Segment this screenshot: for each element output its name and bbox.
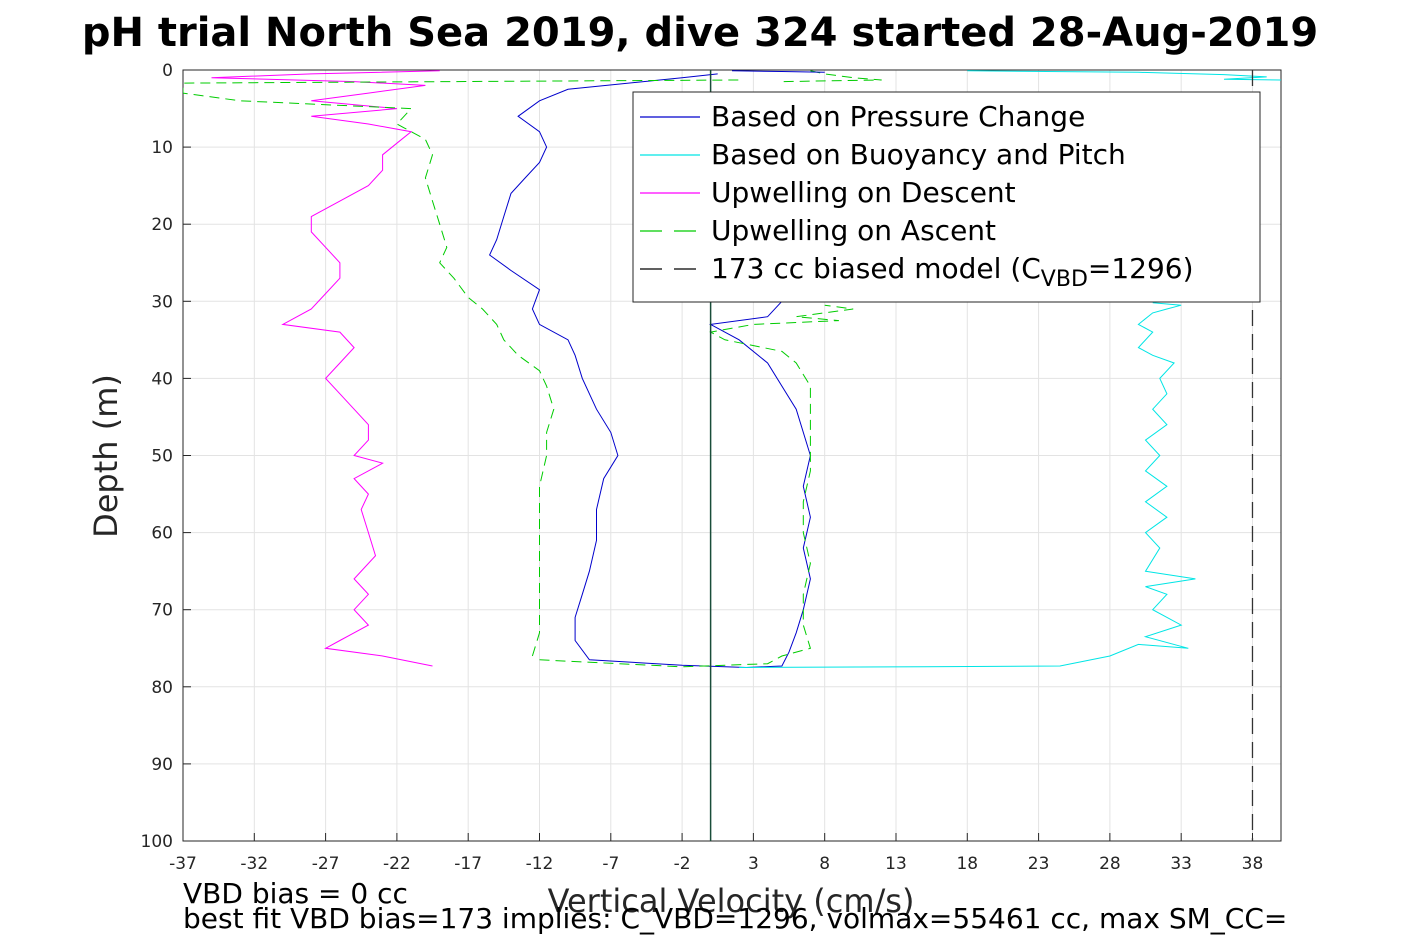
- series-line-based-on-buoyancy-and-pitch: [967, 70, 1281, 81]
- x-tick-label: 33: [1170, 854, 1192, 874]
- series-line-based-on-pressure-change: [731, 70, 825, 73]
- x-tick-label: 8: [819, 854, 830, 874]
- legend-box: [632, 91, 1261, 303]
- y-tick-label: 0: [162, 61, 173, 81]
- y-tick-label: 50: [151, 447, 173, 467]
- footer-vbd-bias: VBD bias = 0 cc: [183, 877, 408, 910]
- x-tick-label: 23: [1028, 854, 1050, 874]
- y-tick-label: 40: [151, 369, 173, 389]
- footer-best-fit: best fit VBD bias=173 implies: C_VBD=129…: [183, 902, 1287, 935]
- y-tick-label: 10: [151, 138, 173, 158]
- x-tick-label: -22: [383, 854, 411, 874]
- data-series: [183, 70, 1281, 669]
- y-axis-label: Depth (m): [87, 374, 125, 538]
- series-line-upwelling-on-descent: [211, 70, 440, 667]
- series-line-based-on-pressure-change: [488, 73, 811, 669]
- x-tick-label: 18: [956, 854, 978, 874]
- y-tick-label: 60: [151, 524, 173, 544]
- x-tick-label: -17: [454, 854, 482, 874]
- y-tick-label: 20: [151, 215, 173, 235]
- x-axis-label: Vertical Velocity (cm/s): [548, 882, 915, 920]
- x-tick-label: -32: [240, 854, 268, 874]
- x-tick-label: -12: [526, 854, 554, 874]
- legend-label: Upwelling on Descent: [711, 176, 1016, 209]
- series-line-upwelling-on-ascent: [781, 70, 882, 83]
- y-tick-label: 100: [141, 832, 173, 852]
- x-tick-label: -37: [169, 854, 197, 874]
- legend-label: Based on Buoyancy and Pitch: [711, 138, 1126, 171]
- y-tick-label: 70: [151, 601, 173, 621]
- legend-label: 173 cc biased model (CVBD=1296): [711, 252, 1194, 292]
- legend: Based on Pressure Change Based on Buoyanc…: [632, 91, 1261, 303]
- legend-label: Based on Pressure Change: [711, 100, 1085, 133]
- x-tick-label: 28: [1099, 854, 1121, 874]
- y-tick-label: 80: [151, 678, 173, 698]
- x-tick-label: 3: [748, 854, 759, 874]
- x-tick-label: 38: [1242, 854, 1264, 874]
- x-axis-ticks: -37 -32 -27 -22 -17 -12 -7 -2 3 8 13 18 23 28 33 38: [169, 833, 1263, 874]
- legend-label: Upwelling on Ascent: [711, 214, 996, 247]
- series-line-based-on-buoyancy-and-pitch: [739, 302, 1196, 668]
- series-line-upwelling-on-ascent: [183, 79, 740, 657]
- y-tick-label: 90: [151, 755, 173, 775]
- series-line-upwelling-on-ascent: [539, 304, 854, 668]
- x-tick-label: -27: [312, 854, 340, 874]
- x-tick-label: -7: [602, 854, 619, 874]
- y-tick-label: 30: [151, 292, 173, 312]
- y-axis-ticks: 0 10 20 30 40 50 60 70 80 90 100: [141, 61, 191, 852]
- chart-title: pH trial North Sea 2019, dive 324 starte…: [82, 10, 1318, 56]
- x-tick-label: 13: [885, 854, 907, 874]
- x-tick-label: -2: [674, 854, 691, 874]
